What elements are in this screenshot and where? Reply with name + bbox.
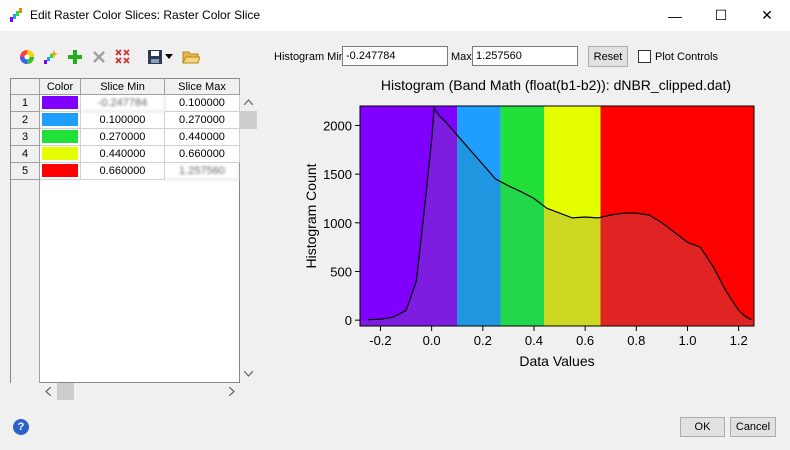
band-2-fill <box>457 135 501 326</box>
histogram-min-input[interactable]: -0.247784 <box>342 46 448 66</box>
histogram-chart: Histogram (Band Math (float(b1-b2)): dNB… <box>303 77 755 369</box>
color-wheel-icon[interactable] <box>18 48 36 66</box>
color-cell[interactable] <box>40 112 81 129</box>
y-axis-label: Histogram Count <box>303 163 319 268</box>
delete-slice-icon[interactable] <box>90 48 108 66</box>
title-bar <box>0 0 790 31</box>
maximize-button[interactable]: ☐ <box>714 7 728 23</box>
y-tick-label: 0 <box>345 313 352 328</box>
color-swatch[interactable] <box>42 96 78 109</box>
color-swatch[interactable] <box>42 147 78 160</box>
scroll-down-icon[interactable] <box>244 371 253 377</box>
y-tick-label: 1500 <box>323 167 352 182</box>
chart-title: Histogram (Band Math (float(b1-b2)): dNB… <box>381 77 731 93</box>
histogram-max-label: Max <box>451 51 472 63</box>
color-cell[interactable] <box>40 129 81 146</box>
row-number[interactable]: 4 <box>11 146 40 163</box>
color-swatch[interactable] <box>42 164 78 177</box>
x-tick-label: 0.4 <box>525 333 543 348</box>
row-number[interactable]: 3 <box>11 129 40 146</box>
horizontal-scroll-thumb[interactable] <box>57 383 74 400</box>
slice-max-column-header[interactable]: Slice Max <box>165 79 240 95</box>
x-tick-label: 1.0 <box>678 333 696 348</box>
close-button[interactable]: ✕ <box>761 7 773 23</box>
color-cell[interactable] <box>40 146 81 163</box>
histogram-min-label: Histogram Min <box>274 51 345 63</box>
table-corner-header <box>11 79 40 95</box>
open-folder-icon[interactable] <box>182 48 200 66</box>
minimize-button[interactable]: — <box>668 7 682 24</box>
x-tick-label: -0.2 <box>369 333 391 348</box>
plot-frame <box>359 105 755 327</box>
band-4-fill <box>544 206 601 326</box>
slice-max-cell[interactable]: 0.440000 <box>165 129 240 146</box>
slice-max-cell[interactable]: 0.660000 <box>165 146 240 163</box>
horizontal-scrollbar[interactable] <box>40 383 240 400</box>
y-tick-label: 2000 <box>323 118 352 133</box>
band-3-fill <box>500 181 545 326</box>
vertical-scrollbar[interactable] <box>240 93 257 383</box>
row-header-filler <box>11 180 40 383</box>
ok-button[interactable]: OK <box>680 417 725 437</box>
histogram-line <box>367 106 752 321</box>
row-number[interactable]: 5 <box>11 163 40 180</box>
window-title: Edit Raster Color Slices: Raster Color S… <box>30 8 261 22</box>
raster-color-icon <box>10 8 22 22</box>
x-tick-label: 0.2 <box>474 333 492 348</box>
save-icon[interactable] <box>146 48 164 66</box>
scroll-up-icon[interactable] <box>244 99 253 105</box>
slice-min-cell[interactable]: 0.440000 <box>81 146 165 163</box>
add-slice-icon[interactable] <box>66 48 84 66</box>
slice-max-cell[interactable]: 0.100000 <box>165 95 240 112</box>
color-column-header[interactable]: Color <box>40 79 81 95</box>
vertical-scroll-thumb[interactable] <box>240 111 257 129</box>
x-tick-label: 1.2 <box>730 333 748 348</box>
y-tick-label: 500 <box>330 264 352 279</box>
y-tick-label: 1000 <box>323 216 352 231</box>
slice-max-cell[interactable]: 1.257560 <box>165 163 240 180</box>
x-tick-label: 0.0 <box>423 333 441 348</box>
color-cell[interactable] <box>40 95 81 112</box>
slice-min-column-header[interactable]: Slice Min <box>81 79 165 95</box>
plot-controls-checkbox[interactable] <box>638 50 651 63</box>
slice-min-cell[interactable]: -0.247784 <box>81 95 165 112</box>
scroll-right-icon[interactable] <box>229 387 235 396</box>
clear-slices-icon[interactable] <box>114 48 132 66</box>
scroll-left-icon[interactable] <box>45 387 51 396</box>
slice-max-cell[interactable]: 0.270000 <box>165 112 240 129</box>
slice-min-cell[interactable]: 0.270000 <box>81 129 165 146</box>
help-icon[interactable]: ? <box>13 419 29 435</box>
x-tick-label: 0.8 <box>627 333 645 348</box>
band-1-fill <box>360 109 458 326</box>
auto-slice-icon[interactable] <box>42 48 60 66</box>
dropdown-arrow-icon[interactable] <box>164 48 174 66</box>
row-number[interactable]: 2 <box>11 112 40 129</box>
reset-button[interactable]: Reset <box>588 46 628 67</box>
band-5-fill <box>600 213 754 326</box>
color-swatch[interactable] <box>42 130 78 143</box>
slice-table: Color Slice Min Slice Max 1 -0.247784 0.10… <box>10 78 240 383</box>
cancel-button[interactable]: Cancel <box>730 417 776 437</box>
color-swatch[interactable] <box>42 113 78 126</box>
histogram-max-input[interactable]: 1.257560 <box>472 46 578 66</box>
x-tick-label: 0.6 <box>576 333 594 348</box>
slice-min-cell[interactable]: 0.660000 <box>81 163 165 180</box>
plot-controls-label: Plot Controls <box>655 51 718 63</box>
slice-min-cell[interactable]: 0.100000 <box>81 112 165 129</box>
color-cell[interactable] <box>40 163 81 180</box>
row-number[interactable]: 1 <box>11 95 40 112</box>
x-axis-label: Data Values <box>519 353 594 369</box>
